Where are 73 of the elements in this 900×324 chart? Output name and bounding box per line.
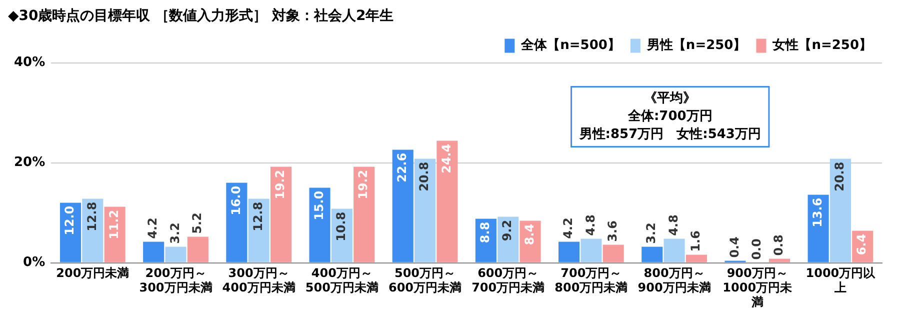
x-tick-label: 400万円～500万円未満 — [305, 266, 378, 295]
data-label: 3.2 — [644, 222, 658, 244]
data-label: 12.8 — [250, 202, 265, 232]
data-label: 15.0 — [312, 190, 326, 220]
annotation: 男性:857万円 女性:543万円 — [578, 127, 761, 142]
bar — [602, 244, 624, 262]
bar — [642, 246, 663, 262]
data-label: 19.2 — [273, 170, 288, 200]
bar — [270, 166, 292, 262]
chart-title: ◆30歳時点の目標年収 ［数値入力形式］ 対象：社会人2年生 — [8, 7, 394, 24]
data-label: 3.2 — [168, 222, 182, 244]
data-label: 6.4 — [854, 234, 869, 256]
data-label: 20.8 — [417, 162, 432, 192]
data-label: 16.0 — [228, 186, 243, 216]
data-label: 11.2 — [106, 210, 121, 240]
data-label: 9.2 — [500, 220, 514, 242]
bar — [143, 242, 164, 262]
x-tick-label: 200万円～300万円未満 — [139, 266, 212, 295]
bar — [248, 198, 270, 262]
data-label: 5.2 — [190, 212, 204, 234]
data-label: 0.4 — [727, 236, 742, 258]
data-label: 19.2 — [356, 170, 370, 200]
bar — [187, 236, 208, 262]
bar — [580, 238, 602, 262]
bar — [414, 158, 436, 262]
data-label: 3.6 — [605, 220, 620, 242]
y-tick-label: 40% — [14, 55, 46, 70]
legend-label: 全体【n=500】 — [520, 37, 620, 54]
data-label: 0.0 — [749, 238, 764, 260]
bar — [558, 242, 580, 262]
bar — [82, 198, 104, 262]
data-label: 12.8 — [84, 202, 99, 232]
bar — [830, 158, 851, 262]
data-label: 8.8 — [478, 222, 492, 244]
bar — [226, 182, 248, 262]
data-label: 4.8 — [583, 214, 598, 236]
data-label: 22.6 — [394, 152, 409, 182]
bar — [436, 140, 458, 262]
bar — [808, 194, 829, 262]
x-tick-label: 800万円～900万円未満 — [638, 266, 711, 295]
bar — [686, 254, 707, 262]
x-tick-label: 600万円～700万円未満 — [472, 266, 545, 295]
x-tick-label: 500万円～600万円未満 — [388, 266, 462, 295]
data-label: 0.8 — [772, 234, 786, 256]
data-label: 12.0 — [62, 206, 77, 236]
data-label: 4.2 — [561, 218, 576, 239]
legend-label: 女性【n=250】 — [772, 37, 872, 54]
data-label: 1.6 — [688, 230, 703, 252]
bar — [165, 246, 186, 262]
bar — [309, 188, 330, 262]
x-tick-label: 300万円～400万円未満 — [222, 266, 296, 295]
annotation: 《平均》 — [644, 91, 696, 106]
data-label: 13.6 — [810, 198, 824, 228]
bar — [769, 258, 790, 262]
x-tick-label: 1000万円以上 — [806, 266, 876, 295]
x-tick-label: 900万円～1000万円未満 — [722, 266, 794, 309]
data-label: 4.8 — [666, 214, 680, 236]
data-label: 10.8 — [334, 212, 348, 242]
bar — [392, 150, 414, 262]
bar — [354, 166, 375, 262]
bar — [104, 206, 126, 262]
annotation: 全体:700万円 — [626, 109, 712, 124]
y-tick-label: 0% — [23, 255, 46, 270]
bar — [520, 220, 541, 262]
y-tick-label: 20% — [14, 155, 46, 170]
data-label: 24.4 — [439, 144, 454, 174]
legend-label: 男性【n=250】 — [646, 37, 746, 54]
data-label: 20.8 — [832, 162, 847, 192]
x-tick-label: 200万円未満 — [56, 266, 130, 280]
data-label: 4.2 — [146, 218, 160, 239]
x-tick-label: 700万円～800万円未満 — [554, 266, 628, 295]
data-label: 8.4 — [522, 224, 536, 246]
bar — [664, 238, 685, 262]
